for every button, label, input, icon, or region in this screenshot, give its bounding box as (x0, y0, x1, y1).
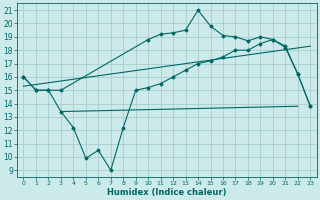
X-axis label: Humidex (Indice chaleur): Humidex (Indice chaleur) (107, 188, 227, 197)
